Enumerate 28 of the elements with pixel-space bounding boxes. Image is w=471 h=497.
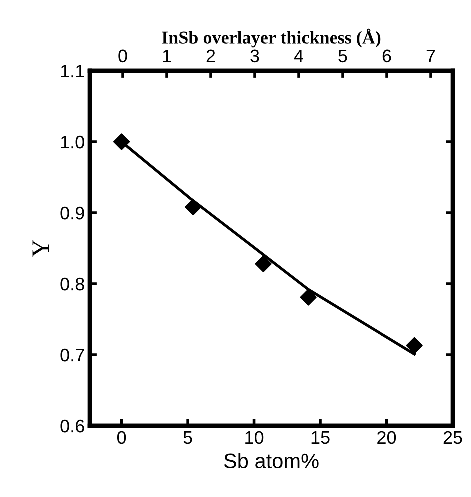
y-tick-label: 0.7 — [60, 348, 84, 362]
point — [255, 256, 272, 272]
x-tick-label: 20 — [378, 431, 396, 444]
x-tick-label: 15 — [312, 432, 330, 444]
x-tick-label: 5 — [184, 432, 192, 444]
y-tick-label: 0.6 — [60, 420, 84, 433]
point — [113, 134, 130, 150]
x2-axis-title: InSb overlayer thickness (Å) — [162, 28, 381, 48]
point — [300, 289, 317, 306]
x-tick-label: 10 — [246, 431, 264, 444]
y-tick-label: 0.8 — [60, 278, 84, 291]
y-tick-label: 1.0 — [61, 136, 84, 149]
x2-tick-label: 7 — [426, 50, 436, 62]
x2-tick-label: 3 — [250, 50, 260, 63]
x2-tick-label: 0 — [118, 50, 128, 63]
y-tick-label: 1.1 — [61, 65, 84, 78]
x-tick-label: 25 — [444, 431, 462, 444]
point — [185, 199, 202, 216]
x2-tick-label: 4 — [294, 50, 304, 62]
x-tick-label: 0 — [117, 431, 126, 444]
x-axis-title: Sb atom% — [224, 453, 319, 469]
x2-tick-label: 1 — [163, 50, 172, 62]
x2-tick-label: 6 — [382, 50, 392, 63]
y-axis-title: Y — [32, 240, 50, 258]
x2-tick-label: 2 — [206, 50, 216, 62]
y-tick-label: 0.9 — [60, 206, 84, 220]
x2-tick-label: 5 — [338, 50, 348, 63]
point — [406, 337, 423, 354]
